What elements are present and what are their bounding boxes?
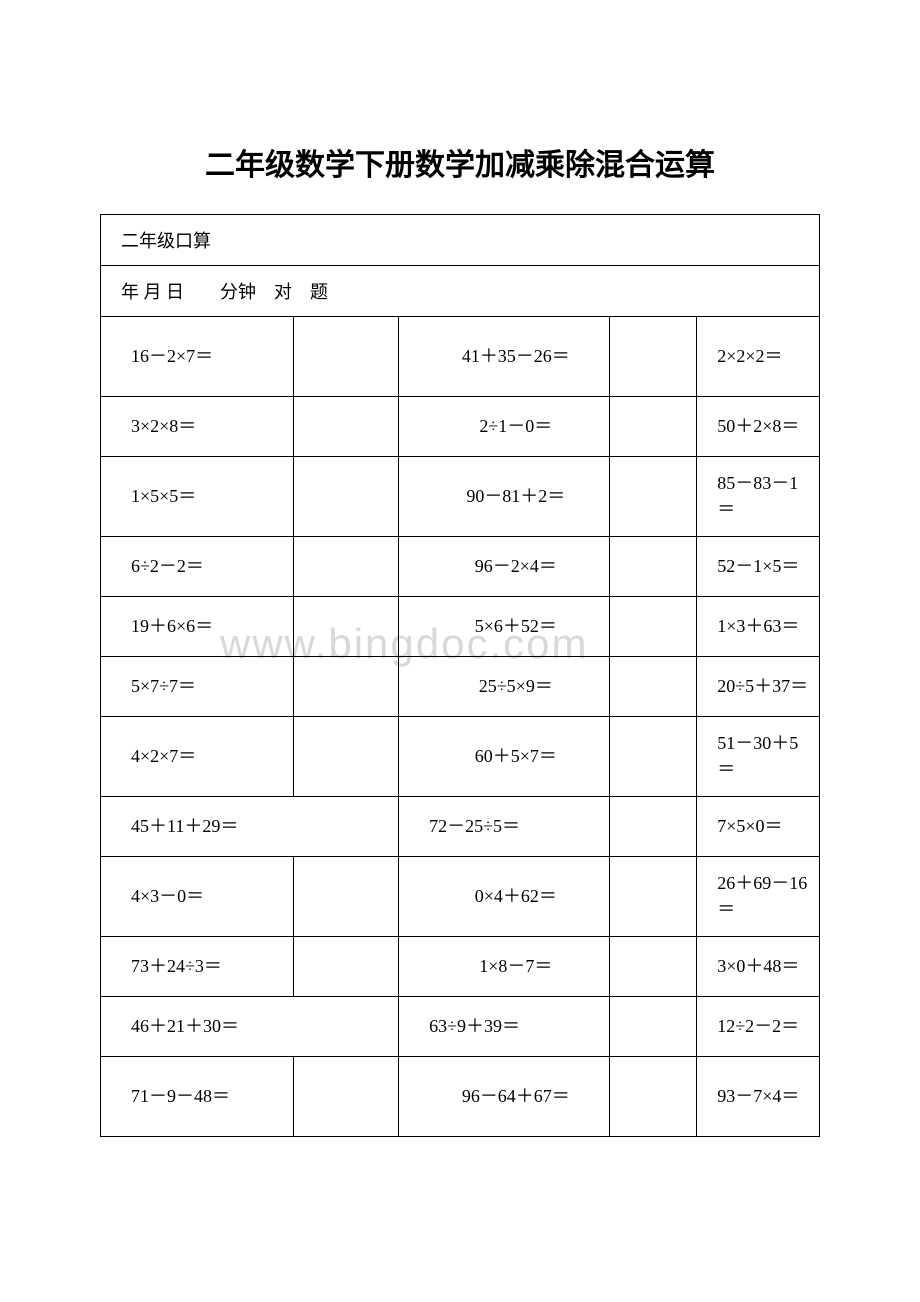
table-row: 45＋11＋29＝72－25÷5＝ 7×5×0＝	[101, 797, 820, 857]
problem-cell: 19＋6×6＝	[101, 597, 294, 657]
problem-cell: 20÷5＋37＝	[697, 657, 820, 717]
empty-cell	[293, 717, 398, 797]
problem-cell: 7×5×0＝	[697, 797, 820, 857]
problem-cell: 3×2×8＝	[101, 397, 294, 457]
table-row: 46＋21＋30＝63÷9＋39＝ 12÷2－2＝	[101, 997, 820, 1057]
header1: 二年级口算	[101, 215, 820, 266]
empty-cell	[609, 717, 697, 797]
problem-cell: 5×7÷7＝	[101, 657, 294, 717]
empty-cell	[293, 857, 398, 937]
problem-cell: 93－7×4＝	[697, 1057, 820, 1137]
table-row: 73＋24÷3＝ 1×8－7＝ 3×0＋48＝	[101, 937, 820, 997]
problem-cell: 71－9－48＝	[101, 1057, 294, 1137]
problem-cell: 85－83－1＝	[697, 457, 820, 537]
problem-cell: 16－2×7＝	[101, 317, 294, 397]
table-row: 4×3－0＝ 0×4＋62＝ 26＋69－16＝	[101, 857, 820, 937]
problem-cell: 4×2×7＝	[101, 717, 294, 797]
table-row: 3×2×8＝ 2÷1－0＝ 50＋2×8＝	[101, 397, 820, 457]
empty-cell	[609, 597, 697, 657]
problem-cell: 26＋69－16＝	[697, 857, 820, 937]
empty-cell	[609, 1057, 697, 1137]
empty-cell	[609, 657, 697, 717]
table-row: 1×5×5＝ 90－81＋2＝ 85－83－1＝	[101, 457, 820, 537]
empty-cell	[293, 937, 398, 997]
problem-cell: 50＋2×8＝	[697, 397, 820, 457]
empty-cell	[609, 317, 697, 397]
problem-cell: 1×5×5＝	[101, 457, 294, 537]
problem-cell: 45＋11＋29＝	[101, 797, 399, 857]
empty-cell	[293, 317, 398, 397]
problem-cell: 60＋5×7＝	[399, 717, 609, 797]
empty-cell	[293, 597, 398, 657]
problem-cell: 52－1×5＝	[697, 537, 820, 597]
problem-cell: 1×3＋63＝	[697, 597, 820, 657]
empty-cell	[293, 537, 398, 597]
empty-cell	[609, 537, 697, 597]
header2: 年 月 日 分钟 对 题	[101, 266, 820, 317]
table-row: 6÷2－2＝ 96－2×4＝ 52－1×5＝	[101, 537, 820, 597]
table-header-row: 年 月 日 分钟 对 题	[101, 266, 820, 317]
table-row: 71－9－48＝ 96－64＋67＝ 93－7×4＝	[101, 1057, 820, 1137]
problem-cell: 3×0＋48＝	[697, 937, 820, 997]
problem-cell: 51－30＋5＝	[697, 717, 820, 797]
table-header-row: 二年级口算	[101, 215, 820, 266]
empty-cell	[609, 857, 697, 937]
problem-cell: 96－64＋67＝	[399, 1057, 609, 1137]
table-row: 5×7÷7＝ 25÷5×9＝ 20÷5＋37＝	[101, 657, 820, 717]
problem-cell: 41＋35－26＝	[399, 317, 609, 397]
problem-cell: 25÷5×9＝	[399, 657, 609, 717]
problem-cell: 2×2×2＝	[697, 317, 820, 397]
problem-cell: 96－2×4＝	[399, 537, 609, 597]
problem-cell: 12÷2－2＝	[697, 997, 820, 1057]
problem-cell: 73＋24÷3＝	[101, 937, 294, 997]
empty-cell	[293, 457, 398, 537]
worksheet-table: 二年级口算 年 月 日 分钟 对 题 16－2×7＝ 41＋35－26＝ 2×2×2…	[100, 214, 820, 1137]
problem-cell: 90－81＋2＝	[399, 457, 609, 537]
table-row: 19＋6×6＝ 5×6＋52＝ 1×3＋63＝	[101, 597, 820, 657]
problem-cell: 0×4＋62＝	[399, 857, 609, 937]
empty-cell	[609, 997, 697, 1057]
table-row: 16－2×7＝ 41＋35－26＝ 2×2×2＝	[101, 317, 820, 397]
problem-cell: 2÷1－0＝	[399, 397, 609, 457]
problem-cell: 6÷2－2＝	[101, 537, 294, 597]
empty-cell	[293, 1057, 398, 1137]
empty-cell	[609, 937, 697, 997]
problem-cell: 72－25÷5＝	[399, 797, 609, 857]
empty-cell	[609, 457, 697, 537]
problem-cell: 1×8－7＝	[399, 937, 609, 997]
empty-cell	[293, 657, 398, 717]
table-row: 4×2×7＝ 60＋5×7＝ 51－30＋5＝	[101, 717, 820, 797]
problem-cell: 63÷9＋39＝	[399, 997, 609, 1057]
empty-cell	[293, 397, 398, 457]
problem-cell: 4×3－0＝	[101, 857, 294, 937]
page-title: 二年级数学下册数学加减乘除混合运算	[100, 140, 820, 184]
empty-cell	[609, 797, 697, 857]
problem-cell: 5×6＋52＝	[399, 597, 609, 657]
empty-cell	[609, 397, 697, 457]
problem-cell: 46＋21＋30＝	[101, 997, 399, 1057]
